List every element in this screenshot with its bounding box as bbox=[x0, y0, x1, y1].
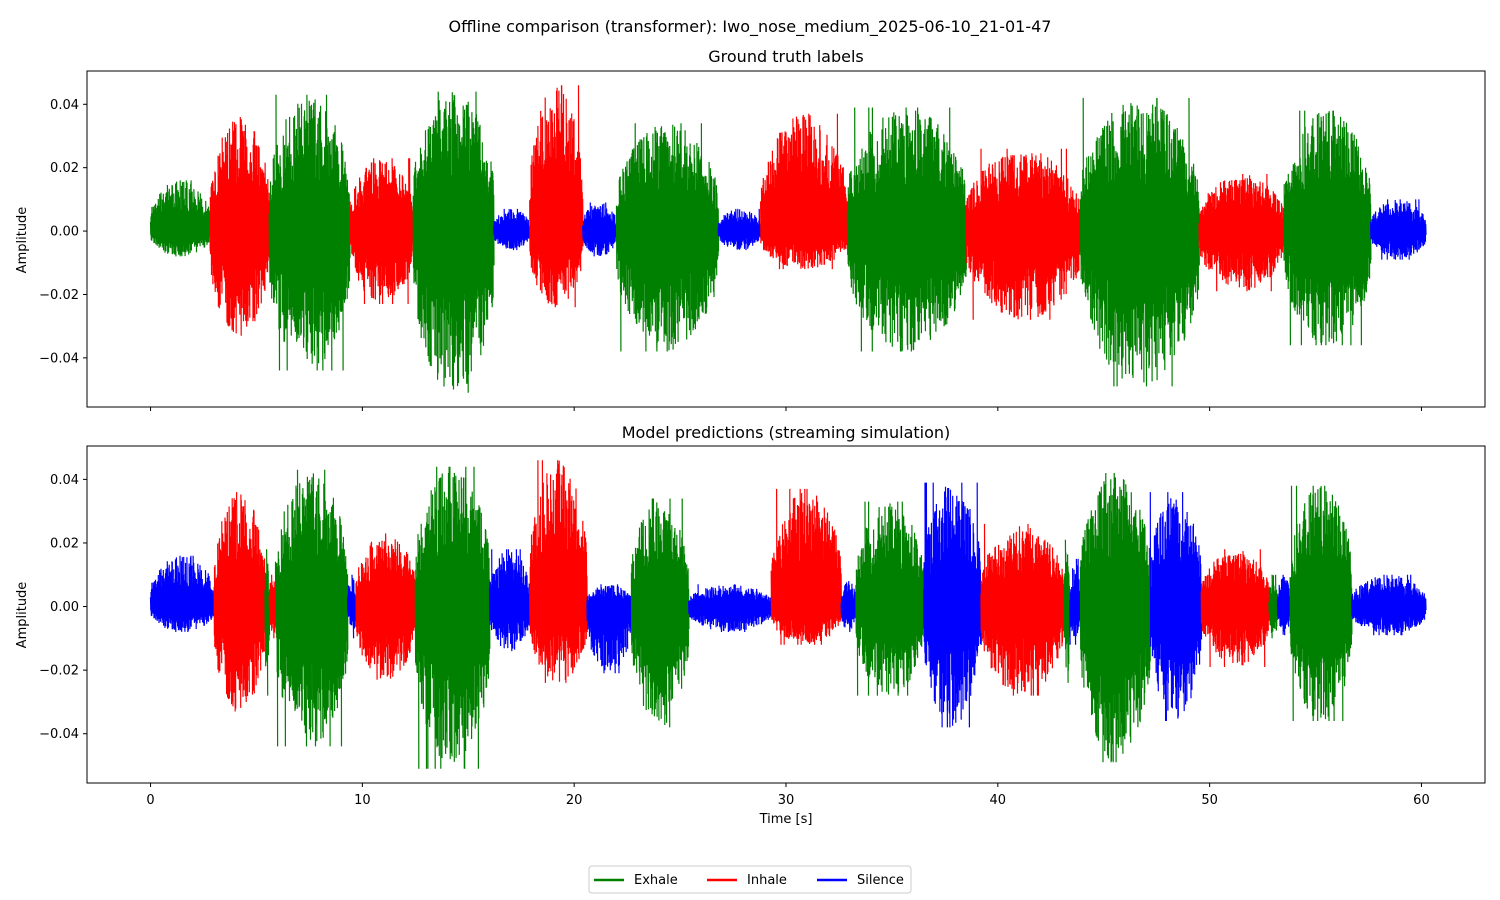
waveform-segment-silence bbox=[717, 208, 762, 251]
waveform-segment-exhale bbox=[855, 501, 925, 696]
waveform-segment-inhale bbox=[213, 492, 266, 712]
y-axis-label-top: Amplitude bbox=[15, 207, 30, 274]
axes-frame-bottom bbox=[86, 445, 1486, 784]
waveform-segment-silence bbox=[1351, 574, 1427, 636]
x-tick-label: 20 bbox=[566, 793, 583, 808]
y-axis-label-bottom: Amplitude bbox=[15, 582, 30, 649]
waveform-segment-inhale bbox=[980, 523, 1065, 696]
waveform-segment-silence bbox=[1370, 199, 1427, 260]
x-tick-label: 30 bbox=[778, 793, 795, 808]
y-tick-label: −0.02 bbox=[39, 664, 79, 679]
waveform-segment-inhale bbox=[760, 113, 849, 270]
waveform-segment-exhale bbox=[412, 91, 495, 393]
waveform-segment-silence bbox=[923, 482, 982, 728]
waveform-segment-inhale bbox=[529, 85, 584, 308]
waveform-segment-exhale bbox=[615, 123, 720, 352]
y-tick-label: 0.00 bbox=[50, 225, 79, 240]
axes-frame-top bbox=[86, 70, 1486, 408]
y-tick-label: −0.02 bbox=[39, 288, 79, 303]
y-tick-label: 0.00 bbox=[50, 600, 79, 615]
waveform-segment-exhale bbox=[1079, 97, 1200, 387]
waveform-segment-inhale bbox=[355, 533, 417, 680]
legend-box bbox=[588, 865, 912, 894]
waveform-segment-silence bbox=[149, 555, 215, 633]
waveform-segment-silence bbox=[586, 584, 633, 674]
ticks-bottom: −0.04 −0.02 0.00 0.02 0.04 0 10 20 30 40 50 60 bbox=[39, 473, 1430, 808]
x-tick-label: 50 bbox=[1201, 793, 1218, 808]
y-tick-label: 0.02 bbox=[50, 161, 79, 176]
y-tick-label: 0.04 bbox=[50, 473, 79, 488]
waveform-segment-exhale bbox=[846, 107, 967, 352]
waveform-segment-silence bbox=[488, 549, 531, 652]
legend-label-silence: Silence bbox=[857, 873, 904, 888]
x-tick-label: 10 bbox=[354, 793, 371, 808]
x-tick-label: 40 bbox=[990, 793, 1007, 808]
waveform-segment-exhale bbox=[414, 466, 491, 769]
plot-area-top bbox=[149, 85, 1427, 393]
waveform-segment-exhale bbox=[274, 469, 349, 747]
waveform-segment-exhale bbox=[149, 180, 211, 257]
x-tick-label: 60 bbox=[1413, 793, 1430, 808]
waveform-segment-inhale bbox=[529, 460, 588, 683]
waveform-segment-exhale bbox=[268, 94, 351, 371]
y-tick-label: 0.04 bbox=[50, 98, 79, 113]
waveform-segment-inhale bbox=[1198, 173, 1285, 292]
y-tick-label: −0.04 bbox=[39, 727, 79, 742]
waveform-segment-silence bbox=[1149, 492, 1203, 722]
waveform-segment-silence bbox=[582, 202, 618, 257]
waveform-segment-silence bbox=[688, 584, 773, 633]
waveform-segment-inhale bbox=[965, 148, 1082, 320]
waveform-segment-exhale bbox=[1079, 472, 1152, 763]
waveform-segment-exhale bbox=[1289, 485, 1353, 722]
waveform-segment-silence bbox=[493, 208, 531, 251]
plot-area-bottom bbox=[149, 460, 1427, 769]
waveform-segment-inhale bbox=[209, 116, 271, 336]
waveform-segment-inhale bbox=[770, 488, 842, 645]
x-tick-label: 0 bbox=[146, 793, 154, 808]
waveform-segment-exhale bbox=[630, 498, 690, 728]
figure-title: Offline comparison (transformer): Iwo_no… bbox=[449, 17, 1052, 37]
subplot-title-ground-truth: Ground truth labels bbox=[708, 47, 863, 66]
legend-label-exhale: Exhale bbox=[634, 873, 678, 888]
waveform-segment-exhale bbox=[1283, 110, 1372, 346]
y-tick-label: 0.02 bbox=[50, 536, 79, 551]
ticks-top: −0.04 −0.02 0.00 0.02 0.04 bbox=[39, 98, 1422, 411]
subplot-ground-truth: Ground truth labels Amplitude −0.04 −0.02… bbox=[15, 47, 1486, 411]
subplot-title-model-predictions: Model predictions (streaming simulation) bbox=[622, 423, 951, 442]
waveform-segment-inhale bbox=[1200, 549, 1270, 668]
y-tick-label: −0.04 bbox=[39, 351, 79, 366]
legend: Exhale Inhale Silence bbox=[588, 865, 912, 894]
legend-label-inhale: Inhale bbox=[747, 873, 787, 888]
x-axis-label: Time [s] bbox=[759, 812, 813, 827]
waveform-segment-inhale bbox=[349, 158, 415, 305]
subplot-model-predictions: Model predictions (streaming simulation)… bbox=[15, 423, 1486, 827]
